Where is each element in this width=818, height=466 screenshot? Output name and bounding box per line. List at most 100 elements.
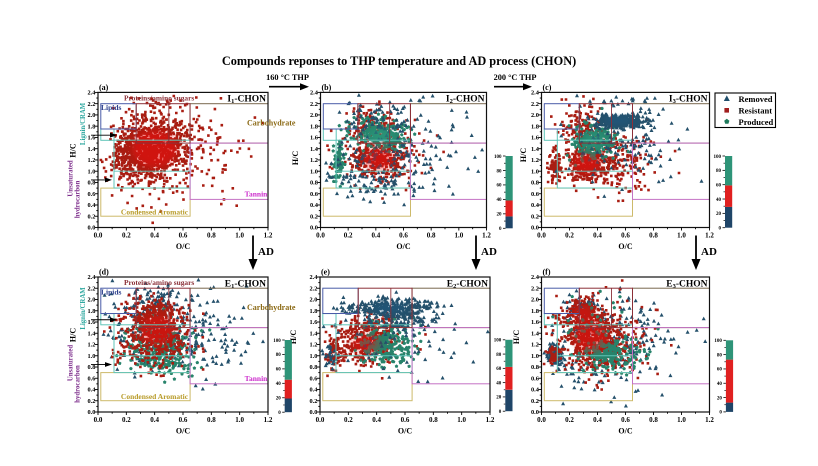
svg-text:I2-CHON: I2-CHON xyxy=(446,95,485,106)
svg-text:Compounds reponses to THP temp: Compounds reponses to THP temperature an… xyxy=(222,54,576,68)
svg-text:20: 20 xyxy=(496,396,502,401)
svg-text:0.6: 0.6 xyxy=(401,416,410,424)
svg-text:E2-CHON: E2-CHON xyxy=(447,279,488,290)
svg-text:Produced: Produced xyxy=(739,117,774,127)
svg-text:0.2: 0.2 xyxy=(531,213,539,220)
svg-text:0.8: 0.8 xyxy=(429,416,438,424)
svg-text:20: 20 xyxy=(276,397,282,402)
svg-text:60: 60 xyxy=(497,184,503,189)
svg-text:0.4: 0.4 xyxy=(150,232,159,240)
svg-text:2.2: 2.2 xyxy=(531,285,539,292)
svg-text:I3-CHON: I3-CHON xyxy=(669,95,708,106)
svg-text:2.4: 2.4 xyxy=(531,90,540,97)
svg-text:2.2: 2.2 xyxy=(310,285,318,292)
svg-text:H/C: H/C xyxy=(512,330,521,344)
svg-text:1.6: 1.6 xyxy=(88,135,96,142)
svg-text:0.8: 0.8 xyxy=(649,232,658,240)
svg-text:0.6: 0.6 xyxy=(531,375,539,382)
svg-text:0.2: 0.2 xyxy=(565,416,574,424)
svg-text:0.4: 0.4 xyxy=(593,232,602,240)
svg-text:60: 60 xyxy=(716,183,722,188)
svg-text:100: 100 xyxy=(494,155,502,160)
svg-text:Resistant: Resistant xyxy=(739,106,773,116)
svg-text:1.0: 1.0 xyxy=(457,416,466,424)
svg-text:0.0: 0.0 xyxy=(531,409,539,416)
svg-text:Lipids: Lipids xyxy=(101,103,122,112)
svg-text:1.4: 1.4 xyxy=(531,330,540,337)
svg-text:20: 20 xyxy=(497,213,503,218)
svg-text:1.2: 1.2 xyxy=(310,342,318,349)
svg-text:1.2: 1.2 xyxy=(88,157,96,164)
svg-text:1.0: 1.0 xyxy=(531,168,539,175)
svg-text:Carbohydrate: Carbohydrate xyxy=(247,303,296,312)
svg-text:0.4: 0.4 xyxy=(310,202,319,209)
svg-text:1.2: 1.2 xyxy=(482,232,491,240)
svg-text:1.4: 1.4 xyxy=(88,330,97,337)
svg-text:20: 20 xyxy=(716,212,722,217)
svg-text:0.8: 0.8 xyxy=(207,416,216,424)
svg-text:1.0: 1.0 xyxy=(88,353,96,360)
svg-text:Proteins/amino sugars: Proteins/amino sugars xyxy=(124,94,194,103)
svg-text:100: 100 xyxy=(714,339,722,344)
svg-text:2.2: 2.2 xyxy=(88,285,96,292)
svg-text:Condensed Aromatic: Condensed Aromatic xyxy=(121,392,189,401)
svg-text:0.4: 0.4 xyxy=(531,387,540,394)
svg-text:80: 80 xyxy=(717,353,723,358)
svg-text:0.6: 0.6 xyxy=(179,416,188,424)
svg-text:0.0: 0.0 xyxy=(94,416,103,424)
svg-text:O/C: O/C xyxy=(396,242,410,251)
svg-text:2.0: 2.0 xyxy=(310,297,318,304)
svg-text:1.6: 1.6 xyxy=(531,135,539,142)
svg-text:0.0: 0.0 xyxy=(316,232,325,240)
svg-text:2.0: 2.0 xyxy=(88,297,96,304)
svg-text:1.8: 1.8 xyxy=(310,308,318,315)
svg-text:0.6: 0.6 xyxy=(88,375,96,382)
svg-text:0: 0 xyxy=(719,411,722,416)
svg-text:0.6: 0.6 xyxy=(310,375,318,382)
svg-text:0.4: 0.4 xyxy=(372,416,381,424)
svg-text:1.6: 1.6 xyxy=(310,135,318,142)
svg-text:0.2: 0.2 xyxy=(310,398,318,405)
svg-text:(e): (e) xyxy=(321,268,330,277)
svg-text:H/C: H/C xyxy=(519,148,528,162)
svg-text:0.8: 0.8 xyxy=(649,416,658,424)
svg-text:40: 40 xyxy=(497,198,503,203)
svg-text:80: 80 xyxy=(497,169,503,174)
svg-text:hydrocarbon: hydrocarbon xyxy=(75,180,82,218)
svg-text:1.2: 1.2 xyxy=(486,416,495,424)
svg-text:1.0: 1.0 xyxy=(235,416,244,424)
svg-text:0.2: 0.2 xyxy=(344,416,353,424)
svg-text:100: 100 xyxy=(273,339,281,344)
svg-text:2.0: 2.0 xyxy=(88,112,96,119)
svg-text:E1-CHON: E1-CHON xyxy=(225,279,266,290)
svg-text:AD: AD xyxy=(481,246,497,258)
svg-text:0.8: 0.8 xyxy=(531,180,539,187)
svg-text:2.4: 2.4 xyxy=(531,274,540,281)
svg-text:1.2: 1.2 xyxy=(88,342,96,349)
svg-text:0.8: 0.8 xyxy=(531,364,539,371)
svg-text:0.0: 0.0 xyxy=(310,225,318,232)
svg-text:160 °C THP: 160 °C THP xyxy=(266,73,309,82)
svg-text:I1-CHON: I1-CHON xyxy=(227,95,266,106)
svg-text:0.0: 0.0 xyxy=(88,409,96,416)
svg-text:1.0: 1.0 xyxy=(310,168,318,175)
svg-text:O/C: O/C xyxy=(176,427,190,436)
svg-text:0: 0 xyxy=(278,411,281,416)
svg-text:(b): (b) xyxy=(322,83,332,92)
svg-text:0.8: 0.8 xyxy=(310,364,318,371)
svg-text:0.4: 0.4 xyxy=(88,387,97,394)
svg-text:1.0: 1.0 xyxy=(88,168,96,175)
svg-text:Lipids: Lipids xyxy=(101,288,122,297)
svg-text:1.0: 1.0 xyxy=(677,416,686,424)
svg-text:40: 40 xyxy=(716,198,722,203)
svg-text:80: 80 xyxy=(276,353,282,358)
svg-text:2.2: 2.2 xyxy=(531,101,539,108)
svg-text:1.2: 1.2 xyxy=(310,157,318,164)
svg-text:AD: AD xyxy=(701,246,717,258)
svg-text:1.6: 1.6 xyxy=(310,319,318,326)
svg-text:Condensed Aromatic: Condensed Aromatic xyxy=(121,207,189,216)
svg-text:2.0: 2.0 xyxy=(531,112,539,119)
svg-text:0.2: 0.2 xyxy=(88,398,96,405)
svg-text:2.2: 2.2 xyxy=(88,101,96,108)
svg-text:0.4: 0.4 xyxy=(88,202,97,209)
